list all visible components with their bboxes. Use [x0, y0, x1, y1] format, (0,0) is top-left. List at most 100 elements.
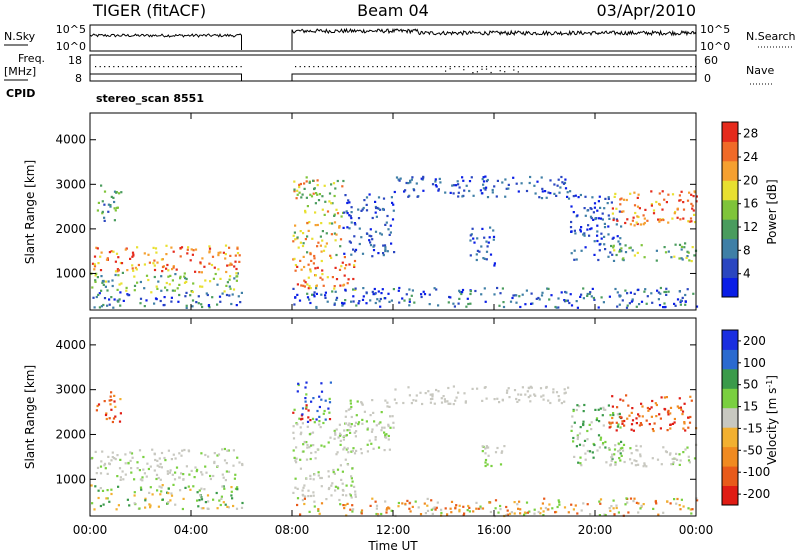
heatmap-cell: [573, 455, 576, 458]
nave-dot: [513, 69, 515, 71]
heatmap-cell: [221, 473, 224, 476]
heatmap-cell: [687, 426, 690, 429]
heatmap-cell: [315, 284, 318, 287]
heatmap-cell: [613, 195, 616, 198]
heatmap-cell: [311, 237, 314, 240]
heatmap-cell: [360, 402, 364, 405]
heatmap-cell: [621, 446, 624, 449]
heatmap-cell: [350, 475, 353, 478]
heatmap-cell: [322, 412, 325, 415]
heatmap-cell: [313, 295, 316, 298]
heatmap-cell: [321, 269, 324, 272]
heatmap-cell: [614, 287, 617, 291]
heatmap-cell: [224, 244, 228, 247]
heatmap-cell: [304, 238, 307, 241]
heatmap-cell: [576, 437, 579, 441]
heatmap-cell: [304, 386, 307, 389]
heatmap-cell: [136, 246, 139, 249]
heatmap-cell: [646, 219, 649, 222]
heatmap-cell: [460, 292, 463, 296]
heatmap-cell: [371, 497, 374, 500]
heatmap-cell: [505, 187, 508, 190]
heatmap-cell: [597, 306, 600, 309]
heatmap-cell: [462, 505, 465, 508]
nsky-trace-b: [291, 27, 697, 50]
heatmap-cell: [181, 449, 184, 452]
heatmap-cell: [485, 397, 488, 400]
heatmap-cell: [420, 177, 423, 180]
heatmap-cell: [371, 238, 374, 241]
heatmap-cell: [467, 504, 470, 508]
heatmap-cell: [366, 443, 369, 446]
heatmap-cell: [118, 283, 121, 286]
heatmap-cell: [680, 257, 683, 260]
heatmap-cell: [386, 401, 389, 404]
heatmap-cell: [592, 456, 595, 459]
heatmap-cell: [312, 494, 315, 497]
heatmap-cell: [533, 508, 536, 511]
heatmap-cell: [498, 401, 501, 404]
heatmap-cell: [572, 211, 575, 214]
heatmap-cell: [316, 448, 319, 451]
heatmap-cell: [596, 230, 599, 233]
heatmap-cell: [345, 210, 348, 213]
heatmap-cell: [492, 238, 495, 241]
heatmap-cell: [422, 290, 425, 293]
heatmap-cell: [190, 248, 193, 251]
heatmap-cell: [484, 447, 487, 450]
heatmap-cell: [642, 214, 645, 217]
heatmap-cell: [437, 189, 440, 192]
heatmap-cell: [569, 226, 573, 229]
heatmap-cell: [170, 296, 173, 299]
heatmap-cell: [236, 456, 239, 459]
heatmap-cell: [341, 493, 344, 497]
heatmap-cell: [436, 501, 439, 504]
heatmap-cell: [324, 291, 327, 294]
heatmap-cell: [692, 292, 695, 295]
heatmap-cell: [658, 413, 661, 416]
heatmap-cell: [470, 233, 473, 236]
heatmap-cell: [607, 404, 610, 407]
heatmap-cell: [302, 255, 305, 258]
heatmap-cell: [675, 502, 678, 505]
heatmap-cell: [223, 290, 226, 293]
heatmap-cell: [354, 493, 357, 496]
heatmap-cell: [312, 491, 315, 494]
heatmap-cell: [407, 195, 410, 198]
heatmap-cell: [292, 449, 295, 452]
heatmap-cell: [570, 503, 573, 506]
heatmap-cell: [348, 201, 351, 204]
heatmap-cell: [660, 396, 663, 399]
heatmap-cell: [113, 190, 117, 193]
heatmap-cell: [586, 292, 589, 296]
heatmap-cell: [107, 280, 110, 283]
heatmap-cell: [533, 184, 536, 187]
heatmap-cell: [640, 423, 643, 426]
nave-dot: [222, 66, 224, 68]
heatmap-cell: [339, 443, 342, 446]
heatmap-cell: [120, 282, 123, 285]
heatmap-cell: [166, 289, 169, 292]
freq-label: Freq.: [18, 52, 45, 65]
heatmap-cell: [626, 292, 629, 295]
heatmap-cell: [494, 507, 497, 510]
heatmap-cell: [129, 459, 132, 462]
heatmap-cell: [178, 452, 181, 455]
heatmap-cell: [347, 424, 350, 427]
heatmap-cell: [682, 451, 685, 454]
heatmap-cell: [226, 281, 229, 284]
heatmap-cell: [624, 289, 627, 292]
heatmap-cell: [620, 454, 623, 457]
heatmap-cell: [696, 499, 699, 502]
heatmap-cell: [294, 296, 297, 299]
heatmap-cell: [634, 211, 637, 215]
heatmap-cell: [659, 417, 662, 420]
nave-dot: [208, 66, 210, 68]
heatmap-cell: [296, 487, 299, 490]
nave-dot: [640, 66, 642, 68]
heatmap-cell: [223, 487, 226, 490]
heatmap-cell: [352, 248, 355, 251]
heatmap-cell: [690, 193, 693, 196]
heatmap-cell: [316, 193, 319, 196]
